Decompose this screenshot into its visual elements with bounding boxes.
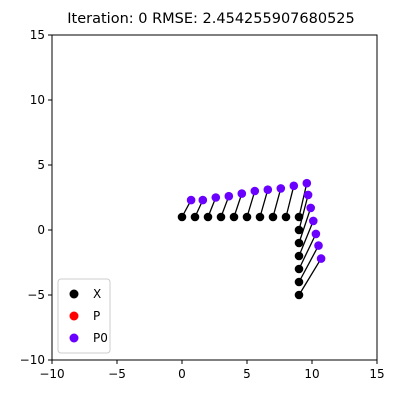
point-p0 bbox=[316, 254, 326, 263]
y-tick-label: 10 bbox=[30, 93, 45, 107]
correspondence-line bbox=[298, 245, 320, 283]
point-x bbox=[294, 290, 304, 300]
y-tick-label: 5 bbox=[37, 158, 45, 172]
point-x bbox=[190, 212, 200, 222]
y-tick-label: 15 bbox=[30, 28, 45, 42]
point-x bbox=[203, 212, 213, 222]
correspondence-line bbox=[298, 207, 312, 244]
point-x bbox=[177, 212, 187, 222]
point-p0 bbox=[302, 178, 312, 188]
point-x bbox=[294, 238, 304, 248]
point-p0 bbox=[306, 203, 316, 213]
correspondence-line bbox=[259, 189, 269, 218]
y-tick-label: 0 bbox=[37, 223, 45, 237]
point-p0 bbox=[289, 181, 299, 191]
point-x bbox=[294, 277, 304, 287]
point-x bbox=[242, 212, 252, 222]
legend-box bbox=[57, 278, 111, 354]
point-p0 bbox=[276, 184, 286, 193]
point-p0 bbox=[224, 191, 234, 201]
point-p0 bbox=[237, 189, 247, 198]
x-tick-label: 5 bbox=[243, 367, 251, 381]
correspondence-line bbox=[298, 194, 309, 231]
legend-marker-p bbox=[69, 311, 79, 321]
correspondence-line bbox=[298, 220, 314, 257]
point-p0 bbox=[198, 195, 208, 205]
point-p0 bbox=[250, 186, 260, 196]
point-x bbox=[294, 251, 304, 261]
point-x bbox=[294, 212, 304, 222]
point-p0 bbox=[263, 185, 273, 194]
x-tick-label: 10 bbox=[304, 367, 319, 381]
legend-label-p: P bbox=[93, 309, 100, 323]
correspondence-line bbox=[272, 188, 282, 218]
point-x bbox=[294, 225, 304, 235]
x-tick-label: −5 bbox=[108, 367, 126, 381]
point-p0 bbox=[186, 195, 196, 205]
correspondence-line bbox=[298, 183, 308, 218]
x-tick-label: 15 bbox=[369, 367, 384, 381]
point-x bbox=[268, 212, 278, 222]
legend-label-p0: P0 bbox=[93, 331, 108, 345]
correspondence-line bbox=[246, 190, 256, 218]
point-p0 bbox=[309, 216, 318, 226]
correspondence-line bbox=[298, 233, 317, 270]
y-tick-label: −10 bbox=[20, 353, 45, 367]
legend: XP P0 bbox=[57, 278, 111, 354]
chart-title: Iteration: 0 RMSE: 2.454255907680525 bbox=[67, 11, 355, 27]
axes-frame bbox=[51, 34, 378, 361]
point-p0 bbox=[311, 229, 321, 239]
x-tick-label: −10 bbox=[39, 367, 64, 381]
axis-ticks: −10 −5 0 5 10 15 −10 −5 0 5 10 15 bbox=[20, 28, 385, 381]
correspondence-line bbox=[285, 185, 295, 218]
legend-label-x: X bbox=[93, 287, 101, 301]
x-tick-label: 0 bbox=[178, 367, 186, 381]
point-x bbox=[294, 264, 304, 274]
correspondence-line bbox=[298, 258, 322, 296]
y-tick-label: −5 bbox=[27, 288, 45, 302]
point-x bbox=[216, 212, 226, 222]
point-p0 bbox=[314, 241, 323, 250]
point-x bbox=[255, 212, 265, 222]
point-x bbox=[281, 212, 291, 222]
legend-marker-p0 bbox=[69, 333, 79, 343]
data-points bbox=[177, 178, 326, 300]
legend-marker-x bbox=[69, 289, 79, 299]
point-p0 bbox=[303, 190, 313, 200]
point-p0 bbox=[211, 193, 221, 202]
point-x bbox=[229, 212, 239, 222]
